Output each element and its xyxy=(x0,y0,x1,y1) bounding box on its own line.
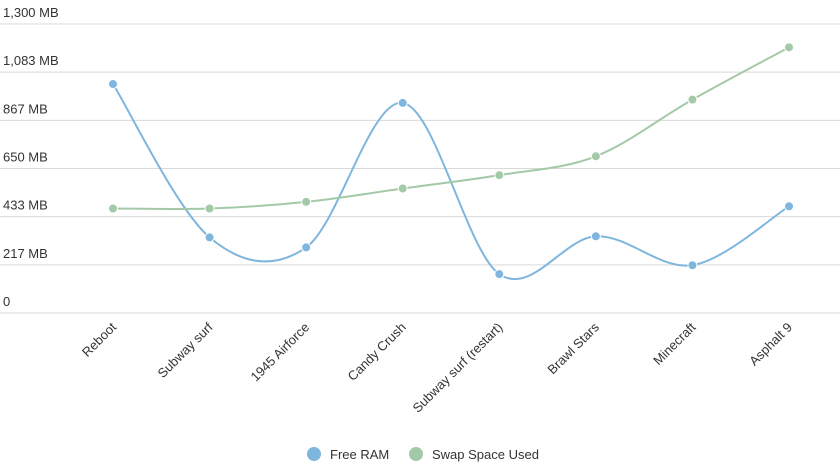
data-point-swap-space-used xyxy=(108,203,118,214)
x-tick-label: Reboot xyxy=(79,319,120,360)
x-tick-label: Subway surf xyxy=(154,319,215,380)
y-tick-label: 217 MB xyxy=(3,246,48,261)
legend-swatch-swap-space-used xyxy=(409,447,423,461)
data-point-free-ram xyxy=(301,242,312,253)
x-tick-label: Candy Crush xyxy=(345,320,409,384)
x-tick-label: Asphalt 9 xyxy=(746,320,795,369)
series-line-swap-space-used xyxy=(112,46,790,211)
x-tick-label: Subway surf (restart) xyxy=(409,320,505,416)
legend-label-swap-space-used: Swap Space Used xyxy=(432,447,539,462)
legend-label-free-ram: Free RAM xyxy=(330,447,389,462)
data-point-swap-space-used xyxy=(204,203,215,214)
y-tick-label: 650 MB xyxy=(3,150,48,165)
data-point-free-ram xyxy=(784,201,794,212)
data-point-free-ram xyxy=(204,232,215,243)
data-point-free-ram xyxy=(590,231,601,242)
data-point-free-ram xyxy=(687,260,698,271)
y-tick-label: 1,300 MB xyxy=(3,5,59,20)
x-tick-label: Minecraft xyxy=(650,319,699,368)
y-tick-label: 867 MB xyxy=(3,101,48,116)
y-tick-label: 433 MB xyxy=(3,198,48,213)
data-point-swap-space-used xyxy=(687,94,698,105)
data-point-swap-space-used xyxy=(301,196,312,207)
legend-swatch-free-ram xyxy=(307,447,321,461)
data-point-swap-space-used xyxy=(784,42,794,53)
data-point-swap-space-used xyxy=(590,151,601,162)
data-point-free-ram xyxy=(494,269,505,280)
y-tick-label: 1,083 MB xyxy=(3,53,59,68)
data-point-free-ram xyxy=(397,97,408,108)
data-point-swap-space-used xyxy=(397,183,408,194)
data-point-free-ram xyxy=(108,79,118,90)
y-tick-label: 0 xyxy=(3,294,10,309)
x-tick-label: Brawl Stars xyxy=(544,319,602,377)
data-point-swap-space-used xyxy=(494,170,505,181)
x-tick-label: 1945 Airforce xyxy=(247,320,312,385)
